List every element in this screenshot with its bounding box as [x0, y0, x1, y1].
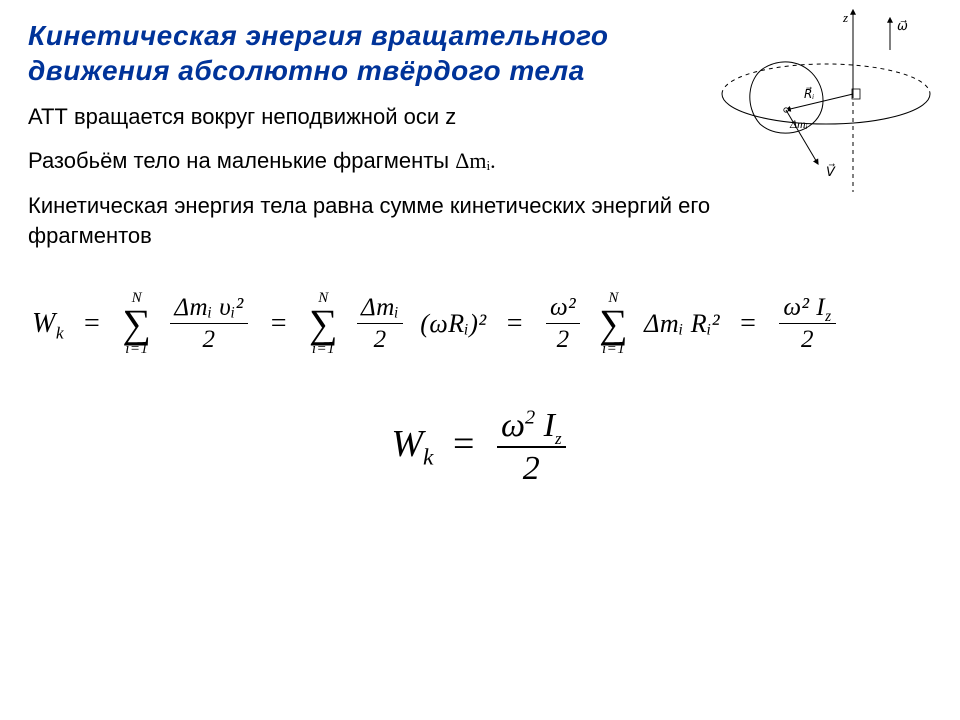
frac-1: Δmᵢ υᵢ² 2: [170, 294, 247, 354]
frac-2: Δmᵢ 2: [357, 294, 403, 354]
paragraph-3: Кинетическая энергия тела равна сумме ки…: [28, 191, 748, 250]
sum-3: N ∑ i=1: [599, 291, 628, 357]
final-formula: Wk = ω2 Iz 2: [28, 407, 932, 488]
rotation-diagram: zω⃗R⃗ᵢΔmᵢV⃗: [678, 6, 938, 196]
svg-text:R⃗ᵢ: R⃗ᵢ: [804, 86, 814, 101]
paragraph-2-prefix: Разобьём тело на маленькие фрагменты: [28, 148, 455, 173]
equals-2: =: [271, 308, 287, 340]
omega-R-sq: (ωRᵢ)²: [420, 309, 486, 339]
delta-mi-symbol: Δmᵢ.: [455, 148, 495, 173]
physics-slide: Кинетическая энергия вращательного движе…: [0, 0, 960, 720]
lhs-Wk: Wk: [32, 308, 64, 340]
slide-title: Кинетическая энергия вращательного движе…: [28, 18, 668, 88]
frac-result: ω² Iz 2: [779, 294, 835, 354]
sum-1: N ∑ i=1: [122, 291, 151, 357]
derivation-formula: Wk = N ∑ i=1 Δmᵢ υᵢ² 2 = N ∑ i=1 Δmᵢ 2 (…: [28, 291, 932, 357]
equals-1: =: [84, 308, 100, 340]
svg-text:ω⃗: ω⃗: [897, 18, 908, 33]
dm-R2: Δmᵢ Rᵢ²: [644, 309, 720, 339]
title-line-1: Кинетическая энергия вращательного: [28, 20, 609, 51]
svg-text:V⃗: V⃗: [826, 164, 836, 179]
svg-text:z: z: [842, 10, 848, 25]
equals-3: =: [507, 308, 523, 340]
sum-2: N ∑ i=1: [309, 291, 338, 357]
title-line-2: движения абсолютно твёрдого тела: [28, 55, 585, 86]
paragraph-2: Разобьём тело на маленькие фрагменты Δmᵢ…: [28, 146, 668, 176]
equals-4: =: [740, 308, 756, 340]
paragraph-1: АТТ вращается вокруг неподвижной оси z: [28, 102, 668, 132]
frac-omega2-over-2: ω² 2: [546, 294, 580, 354]
